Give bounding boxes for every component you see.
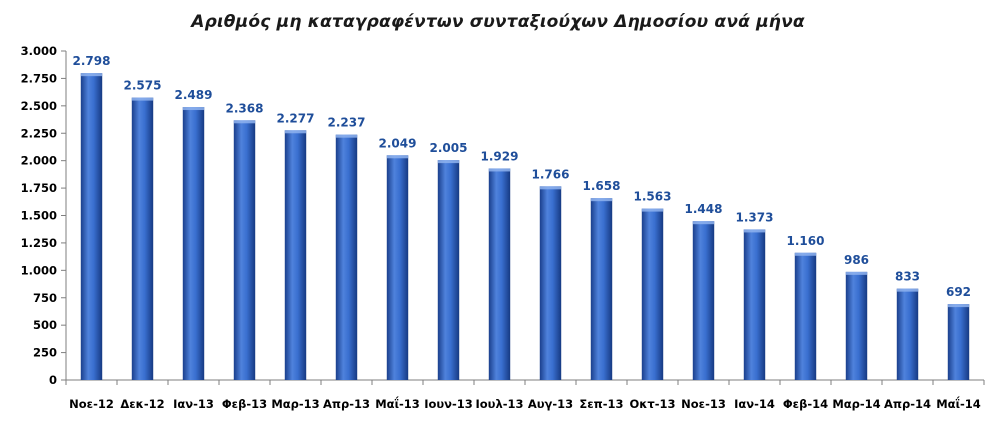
bar-Σεπ-13 (590, 198, 613, 380)
data-label: 2.489 (175, 88, 213, 102)
data-label: 692 (946, 285, 971, 299)
data-label: 2.368 (226, 101, 264, 115)
x-tick-label: Απρ-13 (323, 397, 370, 411)
data-label: 2.005 (430, 141, 468, 155)
data-label: 2.049 (379, 136, 417, 150)
y-axis: 0 250 500 750 1.000 1.250 1.500 1.750 2.000 2.250… (21, 44, 67, 387)
bar-Ιαν-14 (743, 229, 766, 380)
data-label: 1.658 (583, 179, 621, 193)
x-tick-label: Νοε-13 (681, 397, 726, 411)
bar-cap (80, 73, 103, 77)
bar-cap (794, 252, 817, 256)
x-tick-label: Μαΐ-13 (375, 395, 420, 411)
x-tick-label: Νοε-12 (69, 397, 114, 411)
x-axis: Νοε-12 Δεκ-12 Ιαν-13 Φεβ-13 Μαρ-13 Απρ-13 Μαΐ-… (65, 379, 985, 411)
bar-Απρ-14 (896, 288, 919, 380)
bar-Νοε-13 (692, 221, 715, 380)
bar-Νοε-12 (80, 73, 103, 381)
y-tick-label: 2.250 (21, 126, 57, 140)
y-tick-label: 1.250 (21, 236, 57, 250)
bar-cap (896, 288, 919, 292)
chart-title: Αριθμός μη καταγραφέντων συνταξιούχων Δη… (191, 12, 805, 32)
x-tick-label: Απρ-14 (884, 397, 931, 411)
bar-Μαρ-14 (845, 271, 868, 380)
bar-Απρ-13 (335, 134, 358, 380)
x-tick-label: Ιουν-13 (424, 397, 473, 411)
bar-cap (335, 134, 358, 138)
bar-cap (539, 186, 562, 190)
bars (80, 73, 970, 381)
data-labels: 2.798 2.575 2.489 2.368 2.277 2.237 2.049 2.005… (73, 54, 972, 299)
bar-Μαΐ-13 (386, 155, 409, 380)
bar-cap (386, 155, 409, 159)
bar-Μαΐ-14 (947, 304, 970, 380)
x-tick-label: Σεπ-13 (579, 397, 623, 411)
data-label: 986 (844, 253, 869, 267)
bar-cap (845, 271, 868, 275)
y-tick-label: 1.750 (21, 181, 57, 195)
bar-Ιαν-13 (182, 107, 205, 380)
bar-Φεβ-13 (233, 120, 256, 381)
x-tick-label: Αυγ-13 (528, 397, 573, 411)
bar-cap (488, 168, 511, 172)
y-tick-label: 750 (33, 291, 57, 305)
x-tick-label: Ιαν-14 (734, 397, 775, 411)
y-tick-label: 0 (49, 373, 57, 387)
data-label: 2.277 (277, 111, 315, 125)
bar-cap (437, 160, 460, 164)
bar-cap (641, 208, 664, 212)
data-label: 1.929 (481, 149, 519, 163)
data-label: 1.563 (634, 190, 672, 204)
bar-cap (743, 229, 766, 233)
bar-cap (131, 97, 154, 101)
x-tick-label: Μαρ-13 (271, 397, 319, 411)
bar-Ιουλ-13 (488, 168, 511, 380)
y-tick-label: 1.000 (21, 263, 57, 277)
y-tick-label: 250 (33, 346, 57, 360)
bar-cap (284, 130, 307, 134)
y-tick-label: 3.000 (21, 44, 57, 58)
data-label: 1.766 (532, 167, 570, 181)
bar-Οκτ-13 (641, 208, 664, 380)
data-label: 2.575 (124, 79, 162, 93)
x-tick-label: Μαρ-14 (832, 397, 880, 411)
data-label: 1.373 (736, 210, 774, 224)
x-tick-label: Μαΐ-14 (936, 395, 981, 411)
data-label: 833 (895, 270, 920, 284)
bar-Φεβ-14 (794, 252, 817, 380)
bar-cap (590, 198, 613, 202)
data-label: 1.160 (787, 234, 825, 248)
data-label: 2.798 (73, 54, 111, 68)
x-tick-label: Φεβ-13 (222, 397, 267, 411)
x-tick-label: Οκτ-13 (629, 397, 675, 411)
y-tick-label: 1.500 (21, 209, 57, 223)
y-tick-label: 2.500 (21, 99, 57, 113)
bar-cap (947, 304, 970, 308)
x-tick-label: Ιαν-13 (173, 397, 214, 411)
x-tick-label: Φεβ-14 (783, 397, 828, 411)
bar-cap (233, 120, 256, 124)
x-tick-label: Ιουλ-13 (476, 397, 524, 411)
data-label: 1.448 (685, 202, 723, 216)
bar-Μαρ-13 (284, 130, 307, 380)
y-tick-label: 500 (33, 318, 57, 332)
bar-cap (182, 107, 205, 111)
bar-Αυγ-13 (539, 186, 562, 380)
y-tick-label: 2.750 (21, 71, 57, 85)
bar-Δεκ-12 (131, 97, 154, 380)
x-tick-label: Δεκ-12 (120, 397, 164, 411)
data-label: 2.237 (328, 116, 366, 130)
y-tick-label: 2.000 (21, 154, 57, 168)
bar-Ιουν-13 (437, 160, 460, 380)
bar-cap (692, 221, 715, 225)
